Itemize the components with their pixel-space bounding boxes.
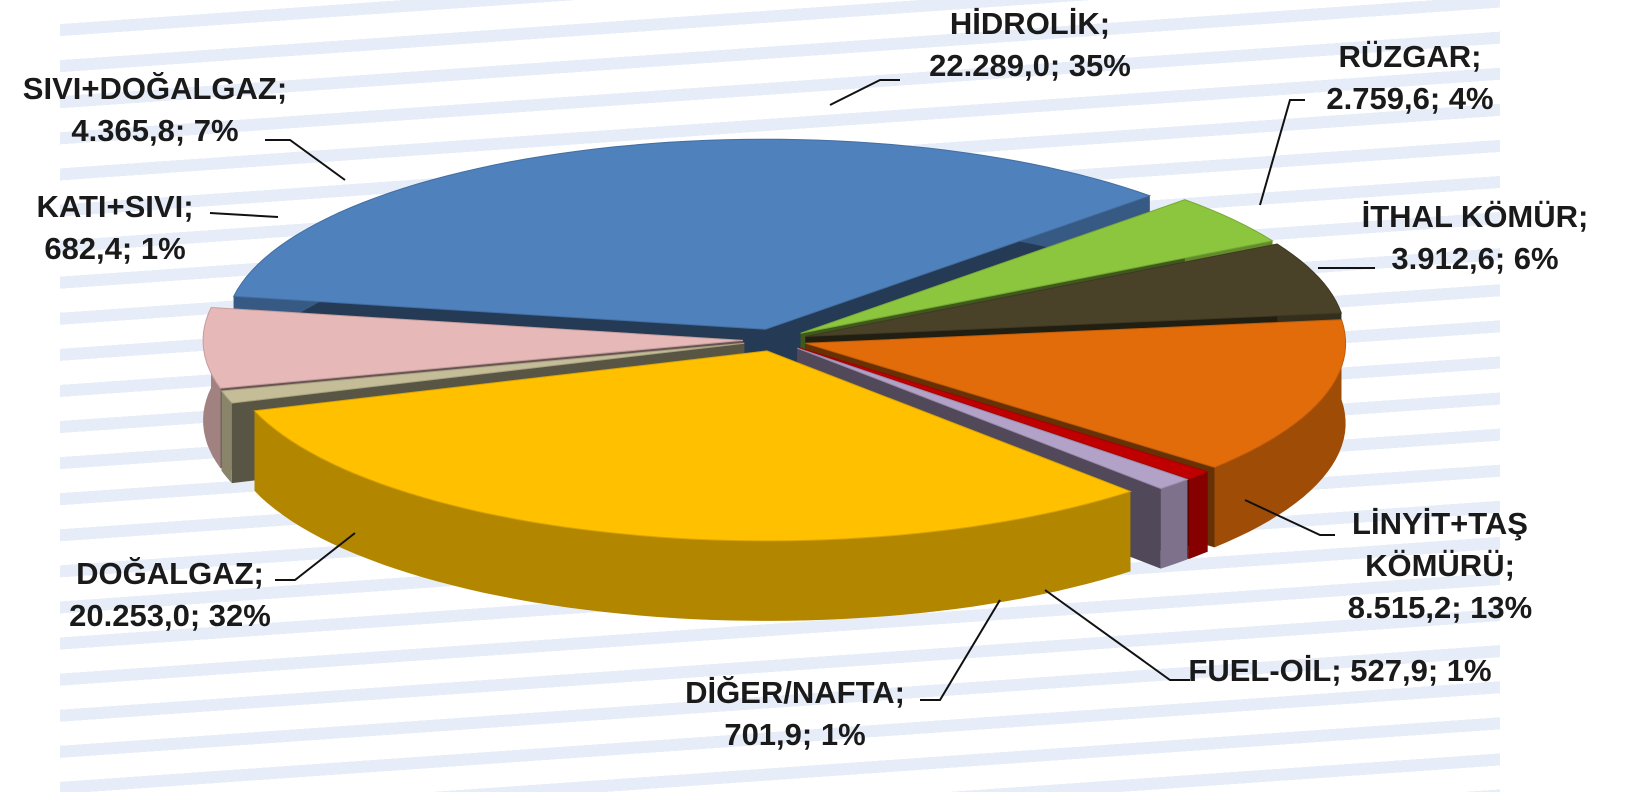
slice [253, 350, 1132, 542]
slice-wall [254, 410, 1131, 621]
data-label: KATI+SIVI; 682,4; 1% [10, 186, 220, 270]
data-label: LİNYİT+TAŞ KÖMÜRÜ; 8.515,2; 13% [1310, 503, 1570, 629]
label-value: 527,9; 1% [1350, 653, 1492, 688]
data-label: HİDROLİK; 22.289,0; 35% [900, 3, 1160, 87]
label-value: 20.253,0; 32% [69, 598, 271, 633]
slice [797, 347, 1189, 490]
slice [800, 199, 1274, 334]
data-label: FUEL-OİL; 527,9; 1% [1185, 650, 1495, 692]
label-value: 682,4; 1% [44, 231, 186, 266]
slice [232, 138, 1152, 330]
slice [805, 319, 1347, 468]
label-category: RÜZGAR; [1338, 39, 1482, 74]
slice [805, 243, 1343, 337]
slice [798, 347, 1210, 480]
label-value: 3.912,6; 6% [1391, 241, 1559, 276]
leader-line [920, 599, 1001, 701]
slice-wall [1214, 319, 1346, 548]
label-value: 8.515,2; 13% [1347, 590, 1533, 625]
leader-line [1259, 99, 1305, 206]
label-value: 22.289,0; 35% [929, 48, 1131, 83]
data-label: DOĞALGAZ; 20.253,0; 32% [35, 553, 305, 637]
label-category: FUEL-OİL; [1188, 653, 1342, 688]
label-value: 2.759,6; 4% [1326, 81, 1494, 116]
leader-line [275, 532, 356, 581]
slice-wall [221, 390, 232, 484]
label-category: HİDROLİK; [949, 6, 1111, 41]
label-value: 701,9; 1% [724, 717, 866, 752]
slice [220, 342, 745, 404]
data-label: İTHAL KÖMÜR; 3.912,6; 6% [1360, 196, 1590, 280]
slice [202, 306, 744, 389]
slice-wall [1188, 471, 1208, 559]
leader-line [1044, 589, 1190, 681]
data-label: DİĞER/NAFTA; 701,9; 1% [650, 672, 940, 756]
slice-wall [1160, 479, 1188, 569]
leader-line [265, 139, 346, 181]
label-value: 4.365,8; 7% [71, 113, 239, 148]
leader-line [209, 212, 279, 218]
leader-line [829, 79, 900, 106]
label-category: İTHAL KÖMÜR; [1361, 199, 1589, 234]
data-label: RÜZGAR; 2.759,6; 4% [1305, 36, 1515, 120]
label-category: KATI+SIVI; [36, 189, 194, 224]
leader-line [1244, 499, 1335, 536]
label-category: DOĞALGAZ; [76, 556, 264, 591]
label-category: DİĞER/NAFTA; [685, 675, 905, 710]
label-category: LİNYİT+TAŞ KÖMÜRÜ; [1352, 506, 1528, 583]
label-category: SIVI+DOĞALGAZ; [22, 71, 288, 106]
data-label: SIVI+DOĞALGAZ; 4.365,8; 7% [0, 68, 310, 152]
